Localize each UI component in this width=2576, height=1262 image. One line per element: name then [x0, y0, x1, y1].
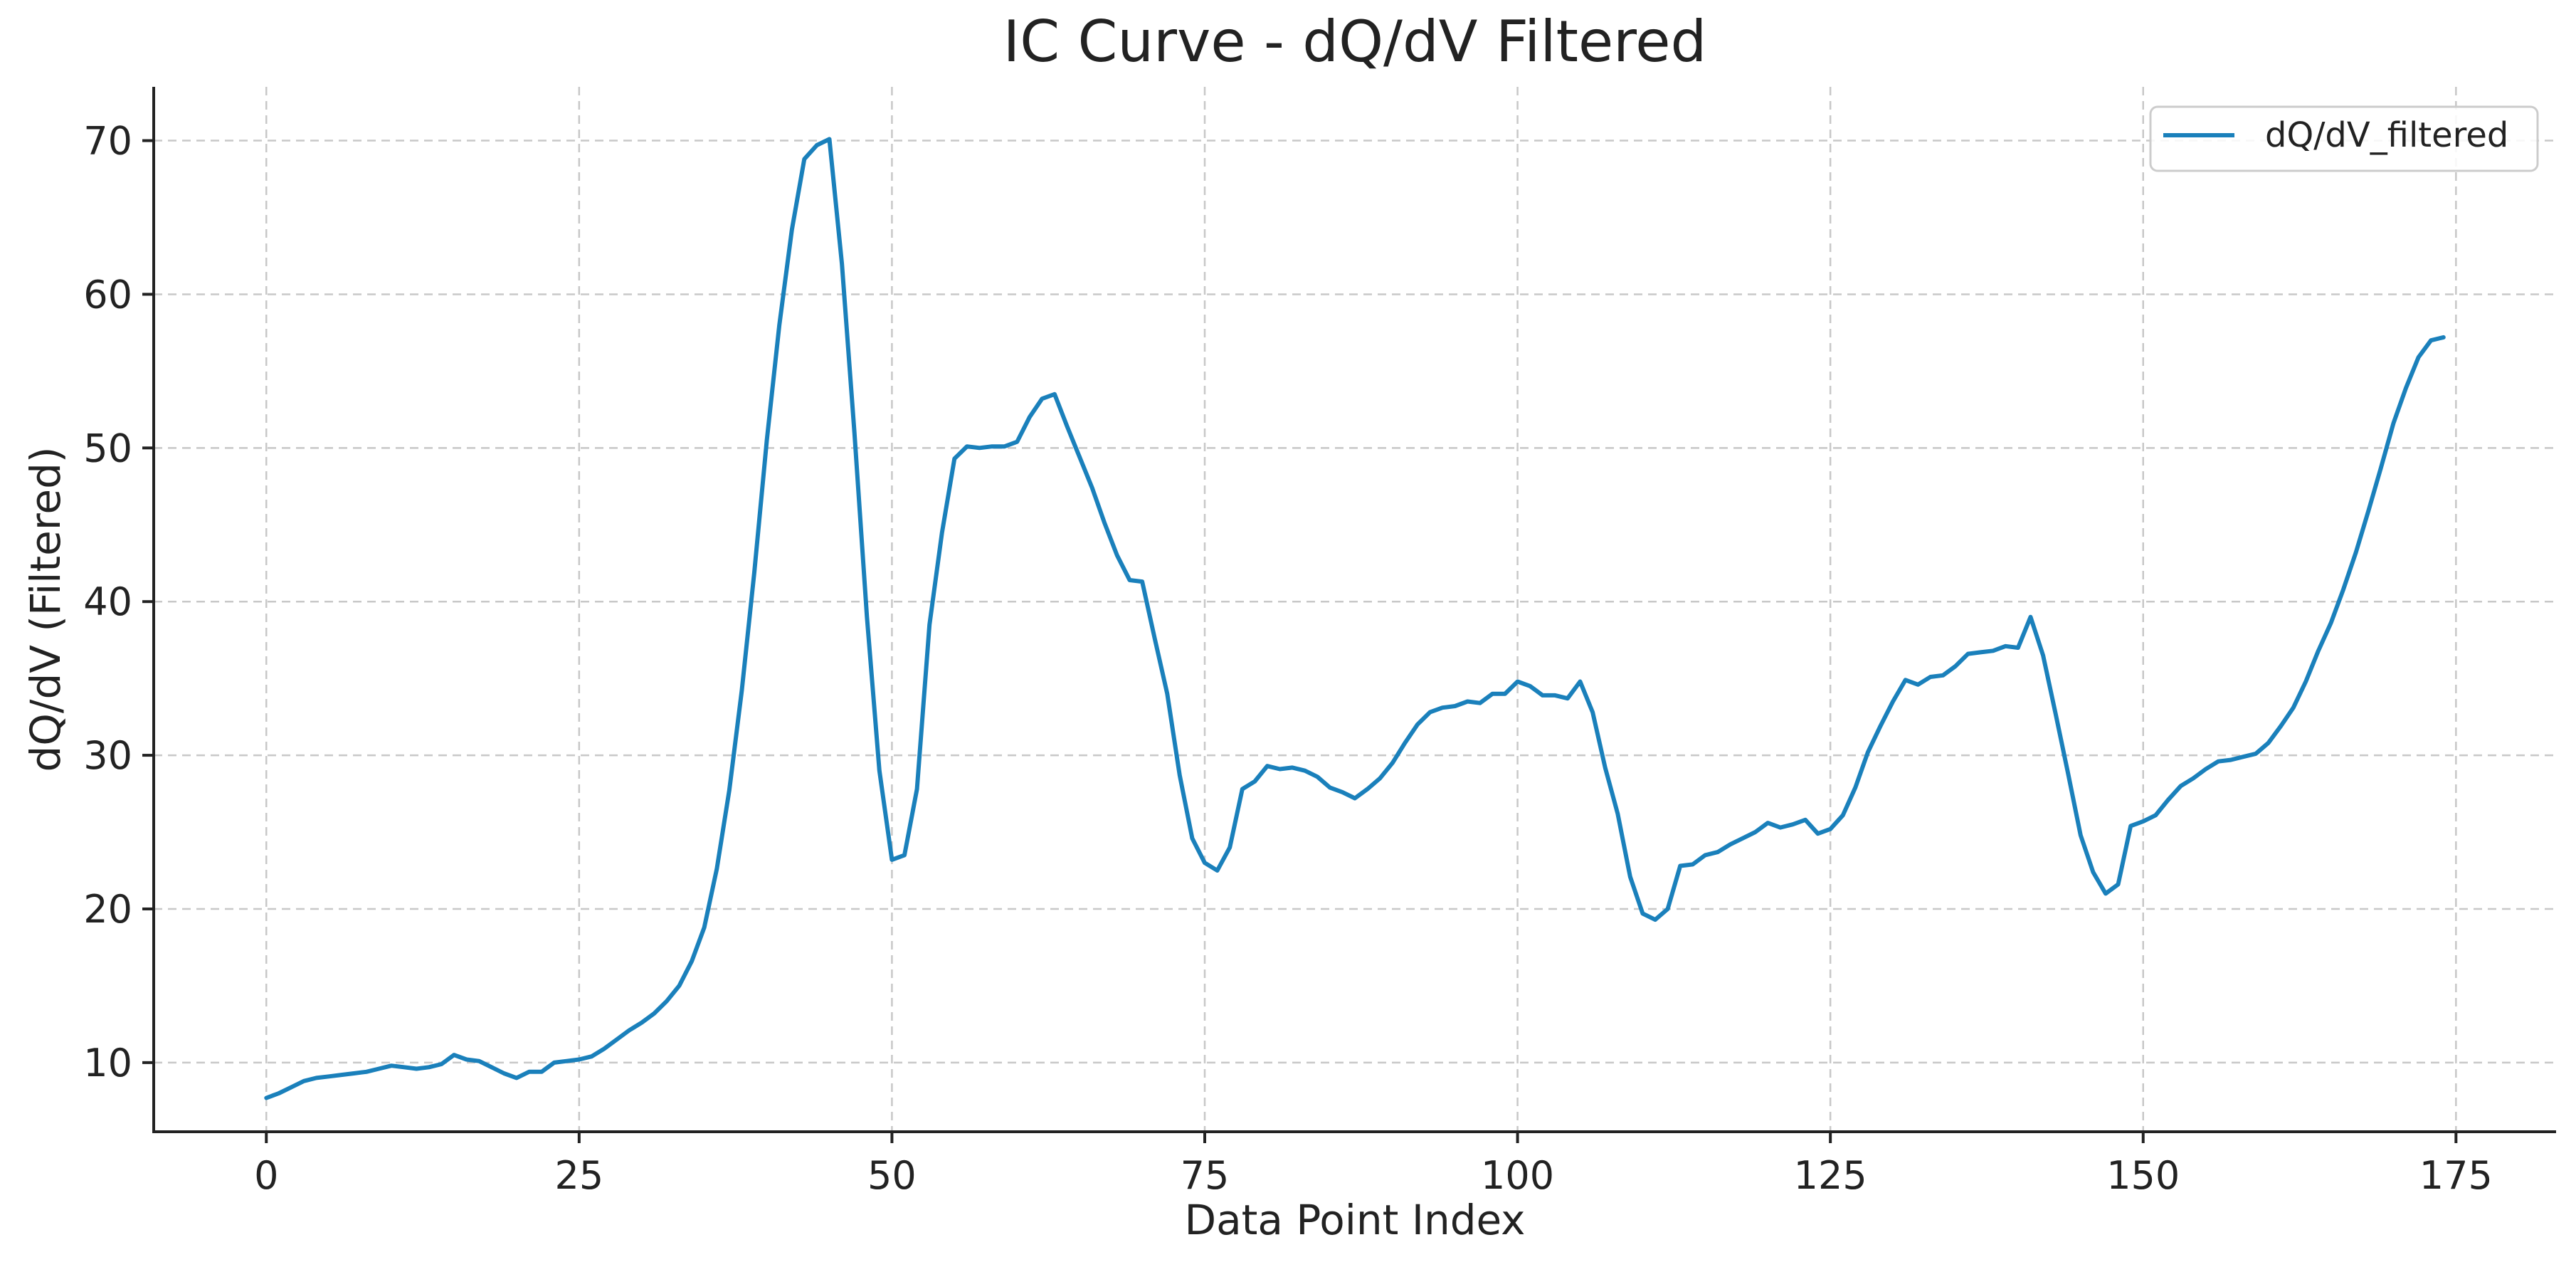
y-axis-ticks: 10 20 30 40 50 60 70: [83, 119, 154, 1085]
y-tick-label: 70: [83, 119, 132, 164]
y-tick-label: 60: [83, 272, 132, 317]
x-axis-ticks: 0 25 50 75 100 125 150 175: [254, 1132, 2493, 1198]
series-layer: [264, 137, 2446, 1100]
x-tick-label: 150: [2106, 1153, 2180, 1198]
legend: dQ/dV_filtered: [2149, 105, 2539, 172]
y-tick-label: 40: [83, 579, 132, 624]
y-tick-label: 50: [83, 426, 132, 470]
axes-spines: [152, 87, 2556, 1133]
x-tick-label: 175: [2419, 1153, 2493, 1198]
x-tick-label: 25: [554, 1153, 603, 1198]
series-line-dq-dv-filtered: [264, 137, 2446, 1100]
x-tick-label: 100: [1481, 1153, 1554, 1198]
x-tick-label: 125: [1794, 1153, 1867, 1198]
x-axis-label: Data Point Index: [1184, 1196, 1525, 1244]
y-axis-label: dQ/dV (Filtered): [21, 446, 70, 772]
chart-title: IC Curve - dQ/dV Filtered: [1003, 9, 1707, 75]
y-tick-label: 20: [83, 887, 132, 932]
legend-box: [2149, 105, 2539, 172]
x-tick-label: 0: [254, 1153, 278, 1198]
x-tick-label: 75: [1181, 1153, 1230, 1198]
y-tick-label: 10: [83, 1041, 132, 1085]
y-tick-label: 30: [83, 733, 132, 778]
legend-label: dQ/dV_filtered: [2265, 115, 2508, 155]
x-tick-label: 50: [867, 1153, 917, 1198]
